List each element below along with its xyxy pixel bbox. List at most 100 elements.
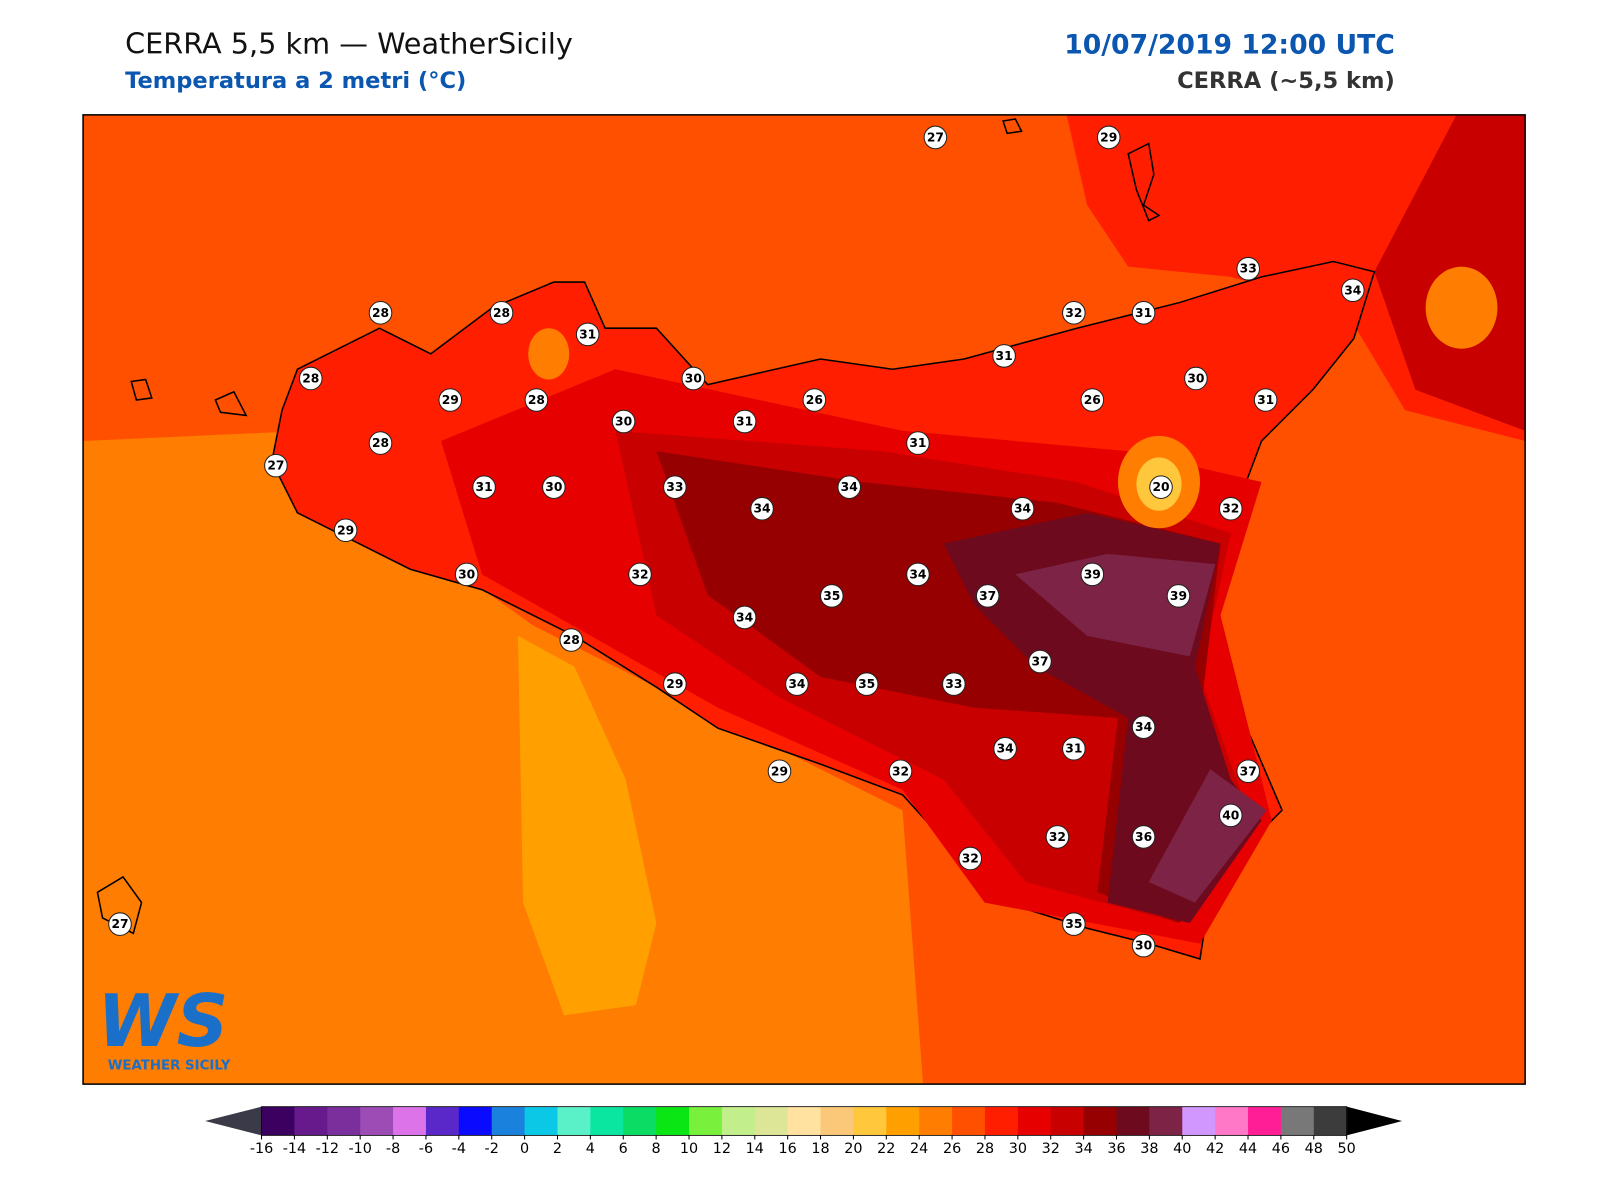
station-value: 32: [1049, 830, 1066, 844]
station-value: 30: [545, 480, 562, 494]
station-value: 37: [1031, 655, 1048, 669]
colorbar-tick-label: 48: [1305, 1141, 1323, 1157]
station: 34: [1341, 278, 1365, 303]
station: 34: [1010, 496, 1035, 521]
station-value: 34: [1344, 283, 1361, 297]
station: 32: [628, 562, 652, 587]
small-islands: [130, 118, 1023, 417]
title: CERRA 5,5 km — WeatherSicily: [125, 26, 573, 60]
station: 37: [1028, 649, 1052, 674]
logo-mark: WS: [97, 979, 228, 1063]
station: 36: [1131, 825, 1156, 849]
colorbar-band: [327, 1106, 361, 1136]
station: 31: [575, 322, 600, 347]
station: 35: [854, 672, 879, 696]
station-marker: [611, 409, 636, 434]
station-value: 29: [666, 677, 683, 691]
station-value: 36: [1135, 830, 1152, 844]
colorbar-over: [1346, 1106, 1403, 1136]
station: 28: [298, 366, 323, 391]
colorbar-band: [1182, 1106, 1216, 1136]
colorbar-tick-label: 36: [1107, 1141, 1125, 1157]
colorbar-tick-label: 0: [520, 1141, 529, 1157]
station: 30: [611, 409, 636, 434]
station-marker: [1062, 301, 1086, 325]
colorbar-band: [360, 1106, 394, 1136]
colorbar-band: [656, 1106, 690, 1136]
station: 30: [542, 475, 566, 499]
station-marker: [942, 672, 966, 696]
station-marker: [1166, 584, 1191, 608]
colorbar-tick-label: 2: [553, 1141, 562, 1157]
station: 30: [1184, 366, 1208, 391]
subtitle: Temperatura a 2 metri (°C): [125, 68, 466, 94]
colorbar-band: [524, 1106, 558, 1136]
station: 30: [454, 562, 479, 587]
station-marker: [663, 672, 687, 696]
station-value: 39: [1170, 589, 1187, 603]
station-value: 32: [962, 851, 979, 865]
station-marker: [732, 409, 757, 434]
colorbar-band: [689, 1106, 723, 1136]
station-marker: [1062, 912, 1086, 936]
station-marker: [750, 496, 774, 521]
station: 32: [958, 846, 983, 871]
station-value: 31: [476, 480, 493, 494]
station-value: 27: [927, 130, 944, 144]
station: 28: [368, 431, 393, 455]
station-marker: [264, 453, 288, 478]
station-marker: [819, 584, 844, 608]
station-value: 31: [1065, 742, 1082, 756]
colorbar-band: [261, 1106, 295, 1136]
colorbar-band: [952, 1106, 986, 1136]
station-value: 33: [945, 677, 962, 691]
station: 32: [1218, 496, 1243, 521]
colorbar-band: [1313, 1106, 1348, 1136]
station-marker: [1131, 933, 1156, 958]
station-marker: [542, 475, 566, 499]
datetime: 10/07/2019 12:00 UTC: [1064, 29, 1395, 60]
colorbar-tick-label: 16: [779, 1141, 797, 1157]
colorbar-band: [1116, 1106, 1150, 1136]
colorbar-band: [1215, 1106, 1249, 1136]
station-value: 30: [685, 371, 702, 385]
station: 27: [923, 125, 948, 150]
station: 29: [1096, 125, 1121, 150]
station-value: 34: [841, 480, 858, 494]
station: 27: [264, 453, 288, 478]
station-marker: [681, 366, 706, 391]
station-marker: [785, 672, 809, 696]
colorbar-tick-label: 40: [1173, 1141, 1191, 1157]
station-marker: [524, 388, 549, 412]
station-value: 32: [631, 567, 648, 581]
station: 28: [489, 301, 514, 325]
colorbar-tick-label: 26: [943, 1141, 961, 1157]
station-value: 28: [528, 393, 545, 407]
station-marker: [1131, 825, 1156, 849]
station: 26: [1080, 388, 1105, 412]
model-label: CERRA (~5,5 km): [1177, 68, 1395, 94]
zone-40a: [1015, 553, 1216, 657]
station-marker: [1236, 759, 1260, 784]
station: 28: [559, 628, 584, 652]
map-frame: [82, 114, 1526, 1085]
station-marker: [888, 759, 913, 784]
station-value: 39: [1084, 567, 1101, 581]
station-value: 26: [806, 393, 823, 407]
colorbar-band: [294, 1106, 328, 1136]
station: 35: [1062, 912, 1086, 936]
colorbar-band: [458, 1106, 493, 1136]
station: 34: [732, 605, 757, 630]
station-value: 31: [1257, 393, 1274, 407]
station-marker: [454, 562, 479, 587]
colorbar-tick-label: 24: [910, 1141, 928, 1157]
colorbar-tick-label: 38: [1140, 1141, 1158, 1157]
station-marker: [802, 388, 827, 412]
station-marker: [732, 605, 757, 630]
station-value: 29: [1100, 130, 1117, 144]
station: 32: [1045, 825, 1070, 849]
colorbar-band: [590, 1106, 624, 1136]
station: 26: [802, 388, 827, 412]
colorbar-tick-label: 46: [1272, 1141, 1290, 1157]
station: 32: [888, 759, 913, 784]
